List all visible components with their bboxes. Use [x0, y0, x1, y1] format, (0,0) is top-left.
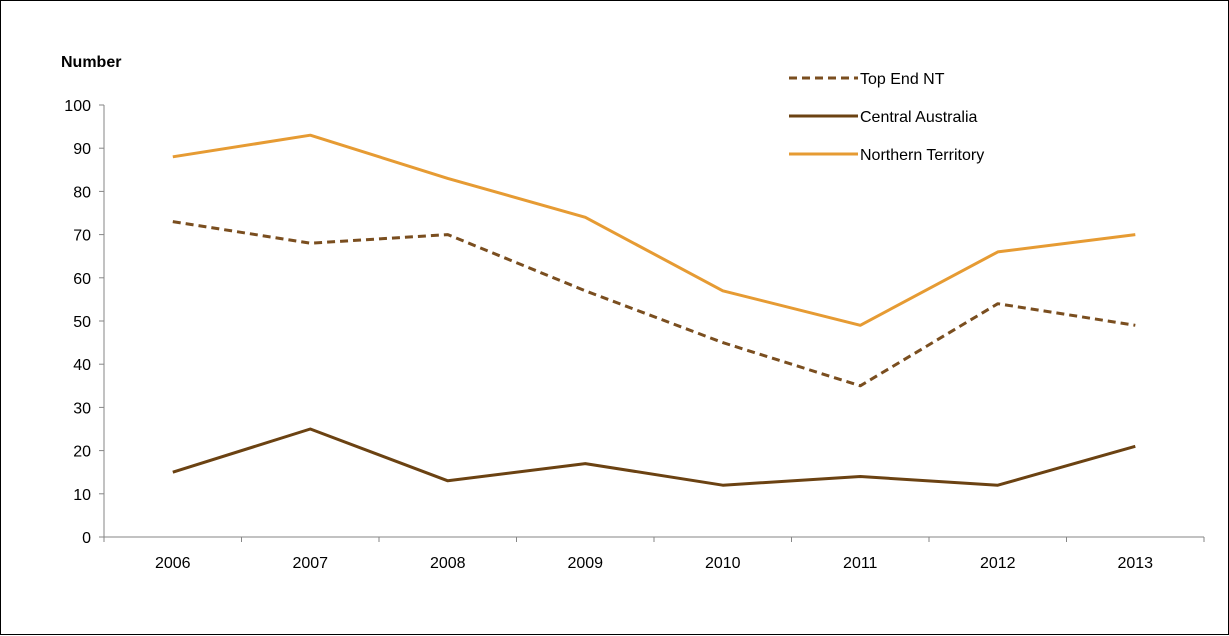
y-tick-label: 90	[73, 141, 91, 158]
legend: Top End NT Central Australia Northern Terr…	[789, 71, 984, 164]
legend-label-top-end-nt: Top End NT	[860, 71, 945, 88]
y-tick-label: 50	[73, 314, 91, 331]
y-tick-label: 40	[73, 357, 91, 374]
series-line-northern-territory	[172, 133, 1136, 327]
x-tick-label: 2008	[430, 555, 466, 572]
x-tick-label: 2009	[567, 555, 603, 572]
x-tick-label: 2011	[843, 555, 878, 572]
y-tick-label: 10	[73, 487, 91, 504]
y-tick-label: 20	[73, 444, 91, 461]
x-tick-label: 2010	[705, 555, 741, 572]
y-tick-label: 70	[73, 228, 91, 245]
x-tick-label: 2013	[1117, 555, 1153, 572]
y-tick-label: 0	[82, 530, 91, 547]
y-axis-label: Number	[61, 54, 121, 71]
y-tick-label: 80	[73, 184, 91, 201]
x-tick-label: 2006	[155, 555, 191, 572]
legend-label-northern-territory: Northern Territory	[860, 147, 984, 164]
axes: 0 10 20 30 40 50 60 70 80 90 100 2006 2007 2008 2009 20…	[64, 98, 1205, 572]
y-tick-label: 100	[64, 98, 91, 115]
series-line-central-australia	[172, 427, 1136, 487]
x-tick-label: 2012	[980, 555, 1016, 572]
x-tick-label: 2007	[292, 555, 328, 572]
legend-label-central-australia: Central Australia	[860, 109, 977, 126]
series-lines	[172, 133, 1136, 487]
series-line-top-end-nt	[172, 220, 1136, 388]
y-tick-label: 30	[73, 400, 91, 417]
y-tick-label: 60	[73, 271, 91, 288]
